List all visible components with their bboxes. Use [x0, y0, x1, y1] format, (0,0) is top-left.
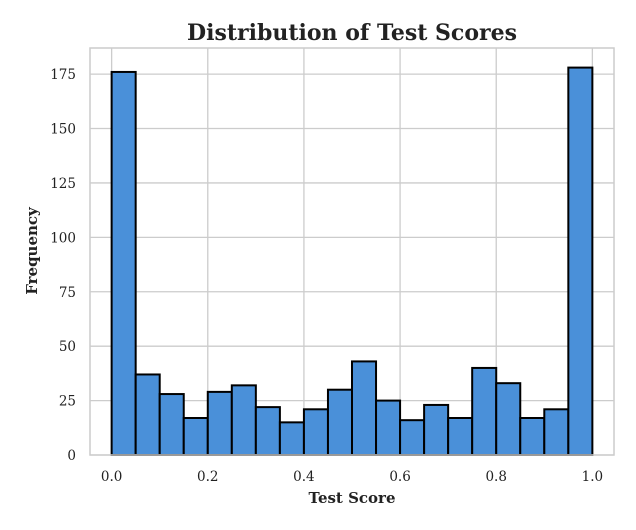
x-tick-label: 0.0: [101, 469, 122, 485]
x-tick-label: 0.4: [293, 469, 314, 485]
y-tick-label: 100: [50, 230, 76, 246]
histogram-bar: [254, 406, 281, 456]
histogram-bar: [399, 419, 426, 457]
y-tick-label: 75: [59, 285, 76, 301]
histogram-bar: [302, 408, 329, 457]
histogram-bar: [110, 70, 137, 457]
x-tick-label: 0.6: [389, 469, 410, 485]
histogram-bar: [326, 388, 354, 456]
histogram-bar: [206, 390, 233, 456]
y-axis-label: Frequency: [23, 206, 41, 295]
chart-title: Distribution of Test Scores: [187, 20, 517, 46]
x-ticks: 0.0 0.2 0.4 0.6 0.8 1.0: [101, 469, 603, 485]
y-tick-label: 50: [59, 339, 76, 355]
bars: [110, 66, 594, 457]
histogram-bar: [158, 393, 185, 457]
y-tick-label: 0: [67, 448, 76, 464]
y-ticks: 0 25 50 75 100 125 150 175: [50, 67, 76, 464]
histogram-bar: [182, 417, 209, 456]
x-tick-label: 0.8: [485, 469, 506, 485]
histogram-bar: [495, 382, 522, 457]
histogram-bar: [567, 66, 594, 457]
histogram-bar: [375, 399, 402, 456]
histogram-bar: [447, 417, 474, 456]
histogram-bar: [278, 421, 305, 456]
histogram-bar: [519, 417, 546, 456]
x-tick-label: 0.2: [197, 469, 218, 485]
histogram-bar: [471, 366, 498, 456]
x-axis-label: Test Score: [309, 489, 396, 507]
plot-frame: [89, 47, 615, 456]
histogram-bar: [134, 373, 161, 456]
histogram-bar: [543, 408, 570, 457]
y-tick-label: 175: [50, 67, 76, 83]
histogram-bar: [423, 403, 450, 456]
histogram-bar: [230, 384, 257, 456]
y-tick-label: 25: [59, 394, 76, 410]
y-tick-label: 150: [50, 122, 76, 138]
y-tick-label: 125: [50, 176, 76, 192]
x-tick-label: 1.0: [582, 469, 603, 485]
histogram-bar: [351, 360, 378, 457]
